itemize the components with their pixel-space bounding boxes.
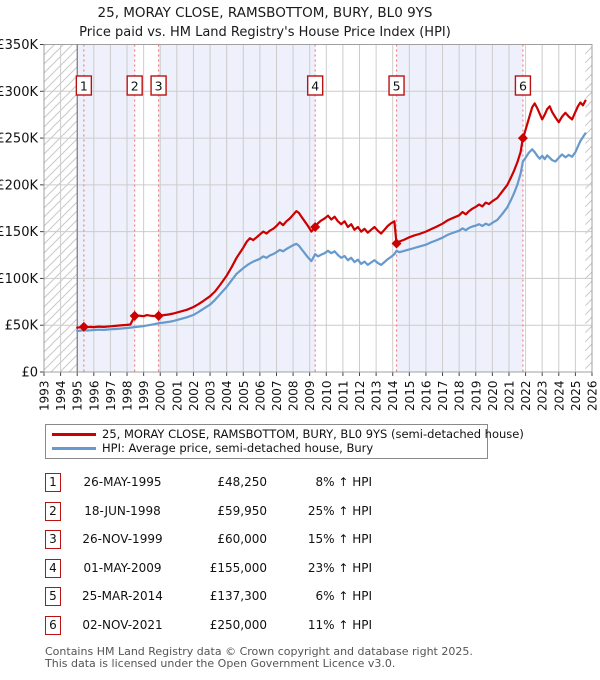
svg-text:2021: 2021 [502, 380, 516, 411]
sale-date: 02-NOV-2021 [82, 618, 163, 632]
sale-number-badge: 5 [45, 587, 61, 607]
sale-date: 26-MAY-1995 [83, 475, 162, 489]
svg-text:2007: 2007 [270, 380, 284, 411]
svg-text:1997: 1997 [104, 380, 118, 411]
legend-label-property: 25, MORAY CLOSE, RAMSBOTTOM, BURY, BL0 9… [102, 427, 524, 441]
sale-number-badge: 3 [45, 530, 61, 550]
sale-hpi-delta: 8% ↑ HPI [315, 475, 372, 489]
sale-price: £250,000 [209, 618, 267, 632]
svg-text:6: 6 [519, 79, 527, 94]
svg-text:2016: 2016 [419, 380, 433, 411]
svg-text:1995: 1995 [71, 380, 85, 411]
sale-date: 01-MAY-2009 [83, 560, 162, 575]
sale-price: £60,000 [217, 532, 267, 547]
svg-text:1994: 1994 [54, 380, 68, 411]
price-chart: 1993 1994 1995 1996 1997 1998 1999 2000 2001 2002… [0, 38, 600, 411]
svg-text:3: 3 [155, 79, 163, 94]
svg-text:2006: 2006 [253, 380, 267, 411]
sale-price: £48,250 [217, 475, 267, 489]
sale-date: 18-JUN-1998 [84, 503, 161, 518]
svg-text:£0: £0 [21, 366, 38, 381]
svg-text:£200K: £200K [0, 178, 38, 193]
sale-row: 1 26-MAY-1995 £48,250 8% ↑ HPI [0, 469, 600, 498]
svg-text:2023: 2023 [536, 380, 550, 411]
sale-row: 4 01-MAY-2009 £155,000 23% ↑ HPI [0, 555, 600, 584]
svg-text:2009: 2009 [303, 380, 317, 411]
sale-hpi-delta: 23% ↑ HPI [307, 560, 372, 575]
svg-text:£250K: £250K [0, 132, 38, 147]
svg-text:5: 5 [393, 79, 401, 94]
footer-line-1: Contains HM Land Registry data © Crown c… [45, 645, 473, 658]
svg-text:2026: 2026 [586, 380, 600, 411]
page-title: 25, MORAY CLOSE, RAMSBOTTOM, BURY, BL0 9… [97, 5, 433, 21]
svg-text:2017: 2017 [436, 380, 450, 411]
sale-row: 3 26-NOV-1999 £60,000 15% ↑ HPI [0, 526, 600, 555]
chart-title-block: 25, MORAY CLOSE, RAMSBOTTOM, BURY, BL0 9… [0, 5, 530, 40]
svg-text:£150K: £150K [0, 225, 38, 240]
svg-text:2005: 2005 [237, 380, 251, 411]
svg-text:1: 1 [80, 79, 88, 94]
sale-row: 2 18-JUN-1998 £59,950 25% ↑ HPI [0, 498, 600, 527]
sale-price: £155,000 [209, 560, 267, 575]
legend-entry-property: 25, MORAY CLOSE, RAMSBOTTOM, BURY, BL0 9… [46, 427, 524, 441]
svg-text:4: 4 [311, 79, 319, 94]
svg-text:2001: 2001 [170, 380, 184, 411]
chart-legend: 25, MORAY CLOSE, RAMSBOTTOM, BURY, BL0 9… [45, 424, 524, 459]
svg-text:2003: 2003 [204, 380, 218, 411]
svg-text:£350K: £350K [0, 38, 38, 53]
svg-text:1999: 1999 [137, 380, 151, 411]
svg-text:2022: 2022 [519, 380, 533, 411]
sale-hpi-delta: 6% ↑ HPI [315, 589, 372, 604]
svg-text:2018: 2018 [453, 380, 467, 411]
sale-number-badge: 1 [45, 473, 61, 492]
svg-text:2010: 2010 [320, 380, 334, 411]
svg-text:£100K: £100K [0, 272, 38, 287]
svg-text:2015: 2015 [403, 380, 417, 411]
sale-hpi-delta: 11% ↑ HPI [307, 618, 372, 632]
svg-text:2014: 2014 [386, 380, 400, 411]
sale-date: 25-MAR-2014 [82, 589, 163, 604]
svg-text:2019: 2019 [469, 380, 483, 411]
svg-text:2013: 2013 [370, 380, 384, 411]
footer-line-2: This data is licensed under the Open Gov… [45, 656, 396, 670]
sale-number-badge: 4 [45, 558, 61, 578]
legend-entry-hpi: HPI: Average price, semi-detached house,… [46, 441, 487, 455]
sale-number-badge: 2 [45, 501, 61, 521]
sale-price: £59,950 [217, 503, 267, 518]
svg-text:2: 2 [131, 79, 139, 94]
svg-text:2002: 2002 [187, 380, 201, 411]
page-subtitle: Price paid vs. HM Land Registry's House … [79, 25, 451, 40]
svg-text:1998: 1998 [121, 380, 135, 411]
svg-text:£50K: £50K [5, 319, 39, 334]
svg-text:2024: 2024 [552, 380, 566, 411]
hpi-line-swatch [52, 447, 96, 450]
sale-hpi-delta: 25% ↑ HPI [307, 503, 372, 518]
svg-text:2025: 2025 [569, 380, 583, 411]
svg-text:2004: 2004 [220, 380, 234, 411]
sale-date: 26-NOV-1999 [82, 532, 163, 547]
sale-price: £137,300 [209, 589, 267, 604]
sale-hpi-delta: 15% ↑ HPI [307, 532, 372, 547]
property-line-swatch [52, 433, 96, 436]
svg-text:2008: 2008 [287, 380, 301, 411]
svg-text:£300K: £300K [0, 85, 38, 100]
sale-row: 6 02-NOV-2021 £250,000 11% ↑ HPI [0, 612, 600, 641]
svg-text:2012: 2012 [353, 380, 367, 411]
svg-text:2020: 2020 [486, 380, 500, 411]
sale-row: 5 25-MAR-2014 £137,300 6% ↑ HPI [0, 583, 600, 612]
svg-text:2011: 2011 [336, 380, 350, 411]
svg-text:1996: 1996 [87, 380, 101, 411]
legend-label-hpi: HPI: Average price, semi-detached house,… [102, 441, 374, 455]
attribution-footer: Contains HM Land Registry data © Crown c… [45, 646, 585, 669]
svg-text:1993: 1993 [38, 380, 52, 411]
svg-text:2000: 2000 [154, 380, 168, 411]
sale-number-badge: 6 [45, 616, 61, 635]
